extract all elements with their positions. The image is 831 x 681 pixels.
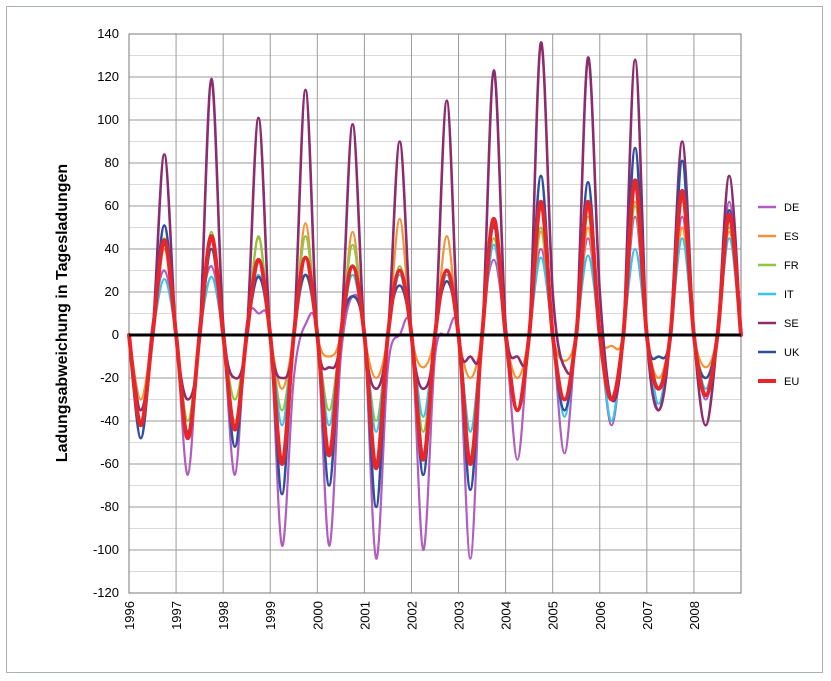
legend-label-se: SE <box>784 318 799 330</box>
x-tick-label: 2005 <box>546 601 561 630</box>
y-tick-label: 80 <box>105 155 119 170</box>
y-tick-label: -60 <box>100 456 119 471</box>
legend-label-it: IT <box>784 289 794 301</box>
x-tick-label: 1998 <box>216 601 231 630</box>
y-tick-label: -120 <box>93 585 119 600</box>
x-tick-label: 2002 <box>404 601 419 630</box>
y-tick-label: 20 <box>105 284 119 299</box>
y-tick-label: -40 <box>100 413 119 428</box>
legend-label-es: ES <box>784 231 799 243</box>
y-axis-ticks: 140 120 100 80 60 40 20 0 -20 -40 -60 -80 -100 -120 <box>93 26 119 600</box>
legend-label-eu: EU <box>784 376 799 388</box>
x-tick-label: 2004 <box>499 601 514 630</box>
legend-label-uk: UK <box>784 347 800 359</box>
y-tick-label: 100 <box>97 112 119 127</box>
y-tick-label: -80 <box>100 499 119 514</box>
series-line-se <box>127 41 743 427</box>
y-tick-label: 140 <box>97 26 119 41</box>
y-tick-label: 60 <box>105 198 119 213</box>
y-tick-label: -20 <box>100 370 119 385</box>
x-tick-label: 1999 <box>263 601 278 630</box>
x-tick-label: 1997 <box>169 601 184 630</box>
y-tick-label: 0 <box>112 327 119 342</box>
x-tick-label: 2008 <box>687 601 702 630</box>
legend-label-de: DE <box>784 202 799 214</box>
x-tick-label: 1996 <box>122 601 137 630</box>
y-tick-label: -100 <box>93 542 119 557</box>
x-axis-ticks: 1996 1997 1998 1999 2000 2001 2002 2003 2004 2005… <box>122 601 702 630</box>
x-tick-label: 2007 <box>640 601 655 630</box>
legend: DE ES FR IT SE UK EU <box>758 202 800 388</box>
y-tick-label: 40 <box>105 241 119 256</box>
y-axis-label: Ladungsabweichung in Tagesladungen <box>54 164 71 462</box>
legend-label-fr: FR <box>784 260 799 272</box>
x-tick-label: 2001 <box>357 601 372 630</box>
x-tick-label: 2003 <box>452 601 467 630</box>
y-tick-label: 120 <box>97 69 119 84</box>
series-line-de <box>127 200 743 560</box>
x-tick-label: 2006 <box>593 601 608 630</box>
x-tick-label: 2000 <box>310 601 325 630</box>
